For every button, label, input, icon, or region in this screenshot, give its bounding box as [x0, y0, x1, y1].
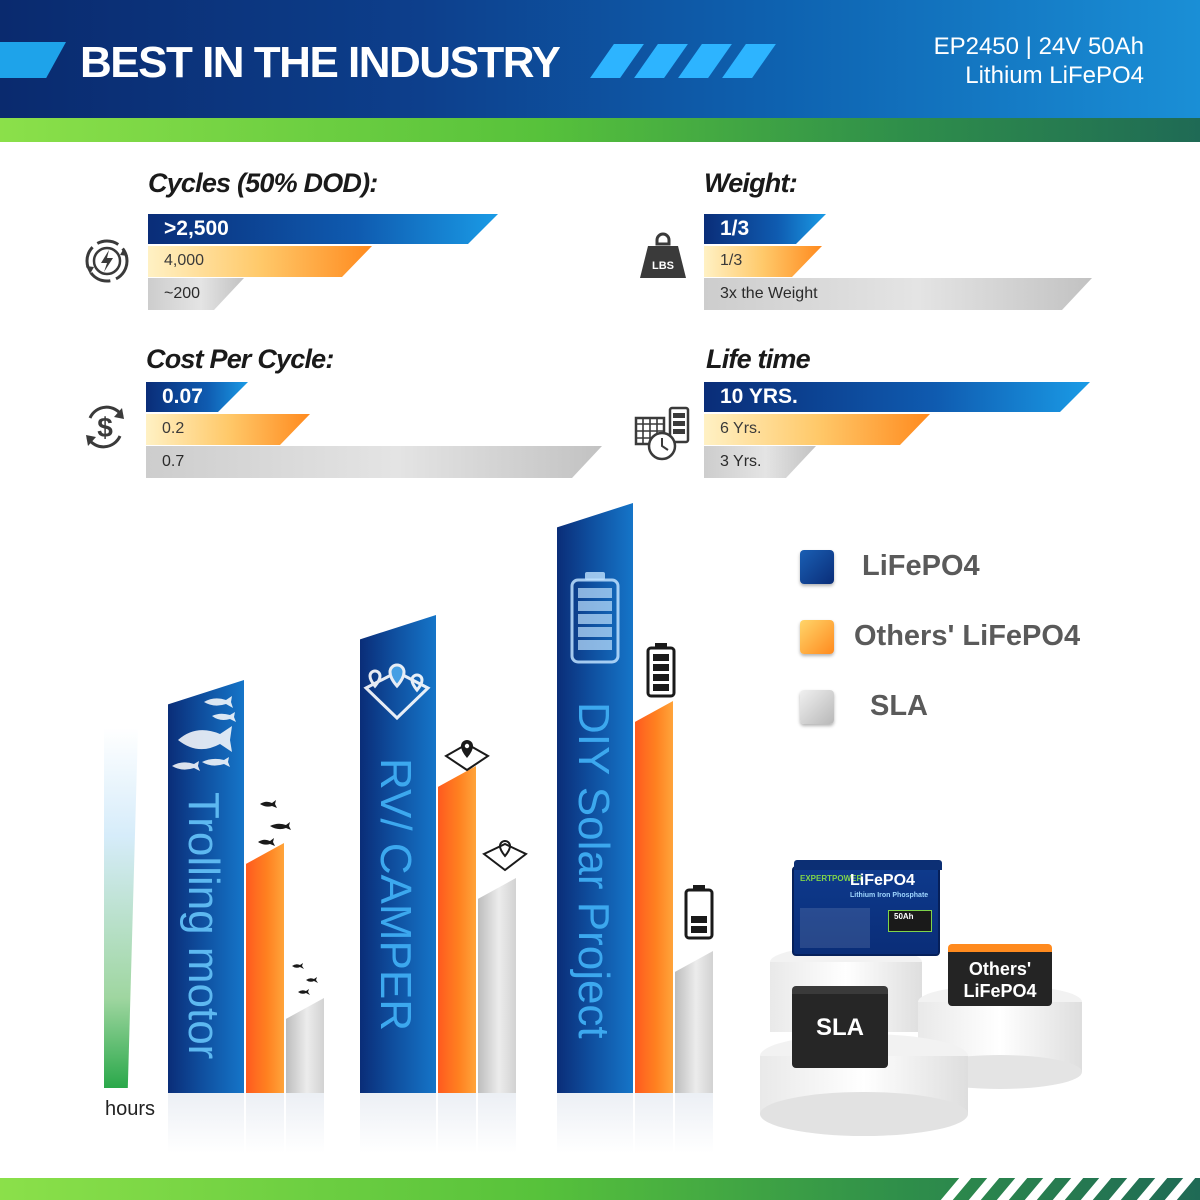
bar-reflection-sla-0 — [286, 1093, 324, 1153]
legend-item-sla: SLA — [800, 686, 1000, 726]
category-label-2: DIY Solar Project — [569, 702, 618, 1039]
bar-sla-0 — [286, 998, 324, 1093]
lifetime-sla-bar: 3 Yrs. — [704, 446, 816, 478]
model-info: EP2450 | 24V 50Ah Lithium LiFePO4 — [934, 32, 1144, 90]
cost-others-bar: 0.2 — [146, 414, 310, 445]
y-axis-label: hours — [105, 1098, 156, 1120]
bar-others-1 — [438, 766, 476, 1093]
lifepo4-product-sub: Lithium Iron Phosphate — [850, 892, 929, 899]
map-pin-small-icon — [444, 740, 490, 772]
dollar-cycle-icon: $ — [78, 400, 132, 454]
bar-others-0 — [246, 843, 284, 1093]
weight-others-bar: 1/3 — [704, 246, 822, 277]
cycles-lifepo4-bar: >2,500 — [148, 214, 498, 244]
battery-full-icon — [570, 572, 620, 664]
cycle-bolt-icon — [80, 234, 134, 288]
bar-reflection-lifepo4-0 — [168, 1093, 244, 1153]
bar-reflection-others-0 — [246, 1093, 284, 1153]
svg-text:$: $ — [97, 412, 113, 443]
weight-sla-bar: 3x the Weight — [704, 278, 1092, 310]
lifetime-title: Life time — [706, 344, 811, 374]
bar-reflection-lifepo4-2 — [557, 1093, 633, 1153]
calendar-battery-clock-icon — [634, 404, 690, 461]
sla-battery-label: SLA — [816, 1014, 864, 1041]
legend-swatch-sla — [800, 690, 834, 724]
bar-reflection-sla-1 — [478, 1093, 516, 1153]
green-band — [0, 118, 1200, 142]
model-line-2: Lithium LiFePO4 — [965, 62, 1144, 89]
bar-reflection-others-2 — [635, 1093, 673, 1153]
cycles-sla-bar: ~200 — [148, 278, 244, 310]
bar-sla-2 — [675, 951, 713, 1093]
cost-title: Cost Per Cycle: — [146, 344, 334, 374]
cost-sla-bar: 0.7 — [146, 446, 602, 478]
model-line-1: EP2450 | 24V 50Ah — [933, 33, 1144, 60]
cost-lifepo4-bar: 0.07 — [146, 382, 248, 412]
header-stripes — [582, 44, 776, 78]
bar-sla-1 — [478, 878, 516, 1093]
page-title: BEST IN THE INDUSTRY — [80, 38, 561, 87]
legend-swatch-others — [800, 620, 834, 654]
legend-swatch-lifepo4 — [800, 550, 834, 584]
header-accent-shape — [0, 42, 66, 78]
bar-reflection-lifepo4-1 — [360, 1093, 436, 1153]
lifetime-lifepo4-bar: 10 YRS. — [704, 382, 1090, 412]
hours-axis-gradient — [104, 728, 138, 1088]
legend-label-others: Others' LiFePO4 — [854, 620, 1081, 652]
battery-low-icon — [684, 885, 714, 940]
battery-high-icon — [646, 643, 676, 698]
map-pin-outline-icon — [482, 840, 528, 872]
usage-hours-chart: hours Trolling motor RV/ CAMPER DIY Solar … — [0, 490, 1200, 1153]
lifetime-others-bar: 6 Yrs. — [704, 414, 930, 445]
weight-lbs-icon: LBS — [636, 232, 690, 286]
lifepo4-brand: EXPERTPOWER — [800, 874, 863, 883]
weight-lifepo4-bar: 1/3 — [704, 214, 826, 244]
lifepo4-capacity: 50Ah — [894, 912, 914, 921]
cycles-title: Cycles (50% DOD): — [148, 168, 378, 198]
bar-others-2 — [635, 701, 673, 1093]
tiny-fish-icon — [292, 963, 318, 995]
bar-reflection-others-1 — [438, 1093, 476, 1153]
weight-title: Weight: — [704, 168, 798, 198]
map-pins-icon — [363, 663, 431, 721]
category-label-1: RV/ CAMPER — [371, 758, 420, 1032]
sla-battery-image: SLA — [792, 986, 888, 1068]
others-battery-image: Others' LiFePO4 — [948, 944, 1052, 1006]
fish-school-icon — [172, 696, 236, 771]
legend-label-sla: SLA — [870, 690, 928, 722]
others-battery-label-1: Others' — [968, 959, 1032, 979]
lifepo4-product-label: LiFePO4 — [850, 872, 915, 889]
legend-label-lifepo4: LiFePO4 — [862, 550, 980, 582]
category-label-0: Trolling motor — [179, 792, 228, 1060]
lifepo4-battery-image: EXPERTPOWER LiFePO4 Lithium Iron Phospha… — [792, 860, 942, 956]
header-banner: BEST IN THE INDUSTRY EP2450 | 24V 50Ah L… — [0, 0, 1200, 118]
svg-text:LBS: LBS — [652, 260, 674, 272]
footer-stripes — [930, 1178, 1200, 1200]
small-fish-icon — [258, 800, 291, 846]
legend-item-lifepo4: LiFePO4 — [800, 546, 1040, 586]
legend-item-others: Others' LiFePO4 — [800, 616, 1100, 656]
footer-band — [0, 1178, 1200, 1200]
bar-reflection-sla-2 — [675, 1093, 713, 1153]
others-battery-label-2: LiFePO4 — [963, 981, 1037, 1001]
cycles-others-bar: 4,000 — [148, 246, 372, 277]
